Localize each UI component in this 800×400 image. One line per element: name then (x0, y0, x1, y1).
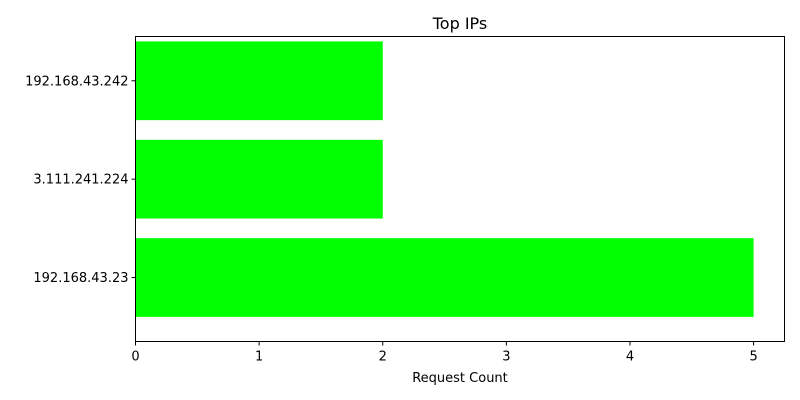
x-tick-label: 3 (502, 350, 510, 365)
plot-area-frame (135, 36, 785, 342)
bar-3-111-241-224 (135, 139, 383, 219)
chart-title: Top IPs (432, 14, 488, 33)
x-tick-label: 5 (749, 350, 757, 365)
bar-192-168-43-242 (135, 41, 383, 121)
y-tick-label: 192.168.43.23 (33, 271, 128, 286)
y-tick-label: 3.111.241.224 (33, 173, 128, 188)
bars-group (135, 41, 754, 317)
bar-192-168-43-23 (135, 238, 754, 317)
x-tick-label: 2 (379, 350, 387, 365)
x-tick-label: 0 (131, 350, 139, 365)
x-tick-label: 1 (255, 350, 263, 365)
x-tick-label: 4 (626, 350, 634, 365)
y-tick-label: 192.168.43.242 (25, 74, 128, 89)
x-axis-label: Request Count (412, 371, 508, 386)
x-axis-ticks: 0 1 2 3 4 5 (131, 341, 758, 365)
y-axis-ticks: 192.168.43.23 3.111.241.224 192.168.43.242 (25, 74, 136, 286)
